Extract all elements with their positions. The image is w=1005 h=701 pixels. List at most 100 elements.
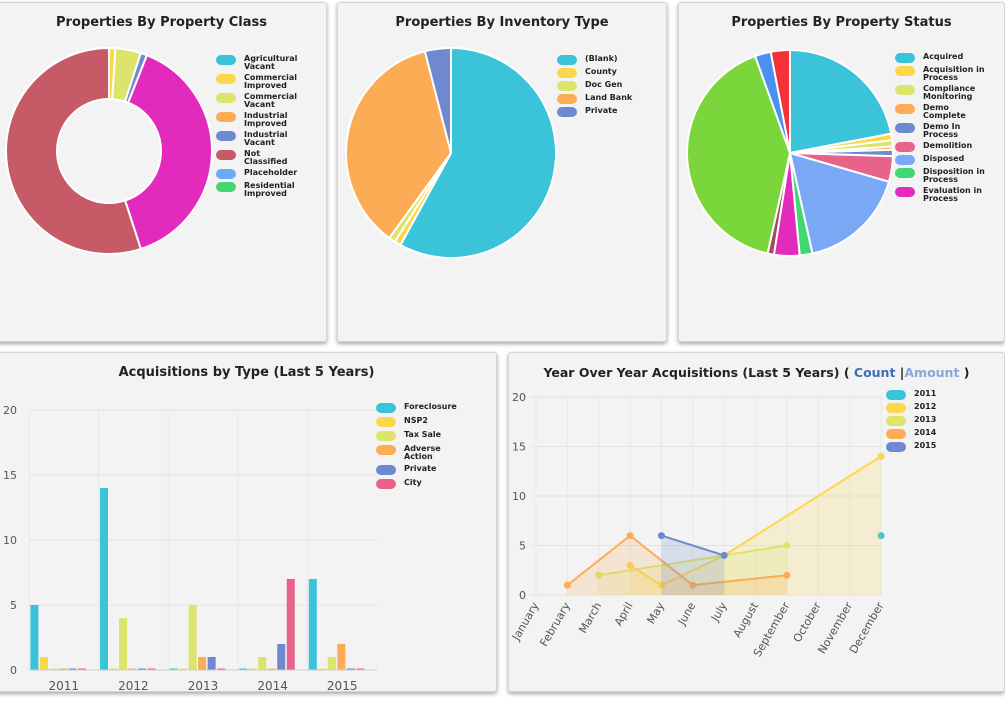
slice (423, 46, 452, 154)
x-tick-label: 2015 (327, 679, 358, 691)
legend-swatch (216, 55, 236, 65)
chart-title: Acquisitions by Type (Last 5 Years) (118, 365, 375, 380)
legend-label: Placeholder (244, 168, 298, 177)
bar (58, 668, 67, 670)
legend-item: Evaluation in Process (895, 187, 985, 203)
legend-swatch (886, 390, 906, 400)
legend: Agricultural Vacant Commercial Improved Co… (216, 55, 306, 198)
slice (123, 53, 213, 251)
slice (769, 48, 791, 154)
bar (356, 668, 365, 670)
chart (686, 48, 895, 257)
bar (109, 668, 118, 670)
bar (99, 488, 109, 670)
legend-label: 2012 (914, 402, 937, 411)
y-tick-label: 5 (519, 540, 526, 553)
legend-swatch (895, 142, 915, 152)
legend-label: NSP2 (404, 416, 428, 425)
panel: Year Over Year Acquisitions (Last 5 Year… (508, 352, 1005, 692)
legend-label: Compliance Monitoring (923, 84, 976, 101)
bar (346, 668, 355, 670)
count-toggle[interactable]: Count (853, 365, 896, 380)
legend-swatch (376, 417, 396, 427)
legend-item: Disposed (895, 155, 985, 165)
legend-item: NSP2 (376, 417, 466, 427)
x-tick-label: 2013 (188, 679, 219, 691)
y-tick-label: 0 (519, 589, 526, 602)
panel: Acquisitions by Type (Last 5 Years) 0 5 10… (0, 352, 497, 692)
panel: Properties By Inventory Type (Blank) Coun… (337, 2, 667, 342)
point (657, 581, 665, 589)
legend-label: Acquired (923, 53, 964, 61)
legend-label: Demolition (923, 141, 973, 150)
bar (77, 668, 86, 670)
point (720, 551, 728, 559)
legend-swatch (886, 429, 906, 439)
legend-label: 2013 (914, 415, 937, 424)
legend-label: City (404, 478, 422, 487)
bar (138, 668, 147, 670)
legend-item: Demolition (895, 142, 985, 152)
chart-title: Year Over Year Acquisitions (Last 5 Year… (543, 365, 850, 380)
legend-item: Adverse Action (376, 445, 466, 461)
amount-toggle[interactable]: Amount (904, 365, 960, 380)
legend-item: Private (376, 465, 466, 475)
legend-item: Residential Improved (216, 182, 306, 198)
legend-label: Private (404, 464, 437, 473)
legend-swatch (557, 94, 577, 104)
x-tick-label: October (791, 600, 825, 645)
legend-label: Agricultural Vacant (244, 55, 298, 71)
bar (308, 579, 317, 670)
legend-swatch (557, 81, 577, 91)
legend-item: Doc Gen (557, 81, 647, 91)
legend-item: Demo In Process (895, 123, 985, 139)
slice (789, 48, 893, 155)
legend-item: Tax Sale (376, 431, 466, 441)
legend-label: Commercial Vacant (244, 92, 298, 109)
legend-label: Private (585, 106, 618, 115)
bar (207, 657, 216, 670)
bar (49, 668, 58, 670)
point (595, 571, 603, 579)
legend-swatch (895, 53, 915, 63)
legend-label: Not Classified (244, 149, 288, 166)
legend-label: 2015 (914, 441, 937, 450)
panel: Properties By Property Class Agricultura… (0, 2, 327, 342)
legend-swatch (216, 150, 236, 160)
legend-item: County (557, 68, 647, 78)
legend-label: Tax Sale (404, 430, 442, 439)
legend-swatch (376, 465, 396, 475)
chart (5, 46, 213, 255)
legend-item: Placeholder (216, 169, 306, 179)
bar (68, 668, 77, 670)
y-tick-label: 15 (3, 469, 17, 482)
legend-label: Land Bank (585, 93, 633, 102)
bar (337, 644, 346, 670)
legend: (Blank) County Doc Gen Land Bank Private (557, 55, 647, 117)
legend-swatch (895, 123, 915, 133)
legend-swatch (886, 442, 906, 452)
legend-label: County (585, 67, 617, 76)
bar (258, 657, 267, 670)
legend: Foreclosure NSP2 Tax Sale Adverse Action Pri… (376, 403, 466, 489)
legend-swatch (886, 416, 906, 426)
point (689, 581, 697, 589)
slice (686, 54, 792, 255)
x-tick-label: June (675, 600, 699, 628)
legend-swatch (557, 107, 577, 117)
legend-item: 2011 (886, 390, 976, 400)
slice (345, 50, 453, 240)
bar (318, 668, 327, 670)
bar (188, 605, 197, 670)
legend-item: (Blank) (557, 55, 647, 65)
series-area (567, 535, 787, 595)
x-tick-label: April (612, 600, 636, 628)
legend-item: 2014 (886, 429, 976, 439)
legend-swatch (376, 479, 396, 489)
legend-swatch (895, 66, 915, 76)
legend-label: Demo In Process (923, 122, 961, 139)
legend-item: Private (557, 107, 647, 117)
y-tick-label: 0 (10, 664, 17, 677)
chart-title: Properties By Property Status (731, 15, 952, 30)
